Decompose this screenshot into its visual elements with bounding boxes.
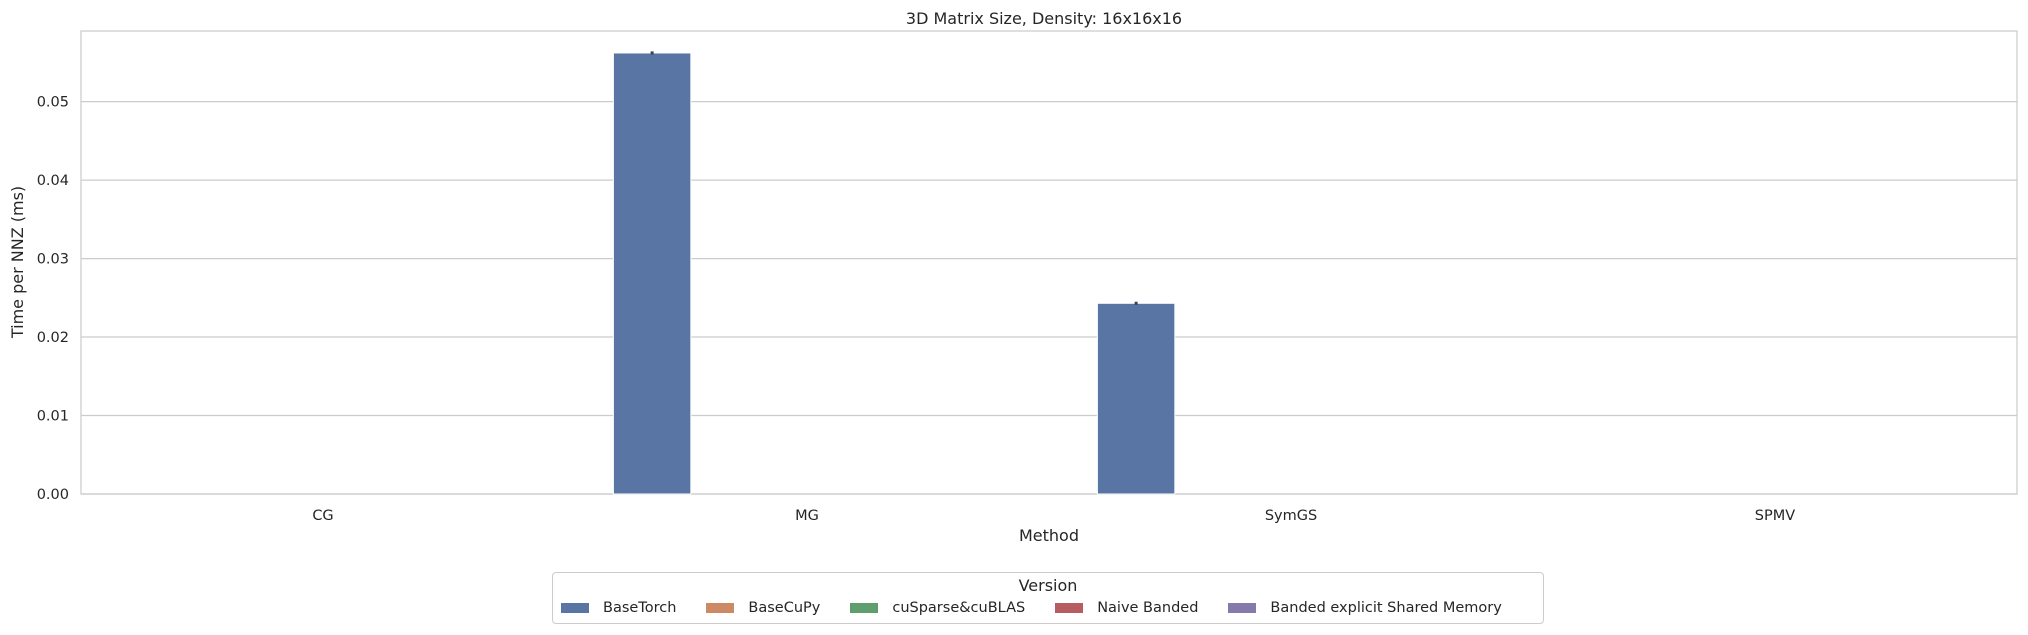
chart-title: 3D Matrix Size, Density: 16x16x16 xyxy=(906,9,1182,28)
y-tick-label: 0.02 xyxy=(37,330,69,346)
x-tick-label: CG xyxy=(312,508,333,524)
legend-label: cuSparse&cuBLAS xyxy=(892,600,1025,616)
y-tick-label: 0.00 xyxy=(37,487,69,503)
legend-swatch xyxy=(1228,603,1256,613)
legend-title: Version xyxy=(553,576,1543,595)
x-axis-label: Method xyxy=(1019,526,1079,545)
legend-entry: cuSparse&cuBLAS xyxy=(850,600,1025,616)
legend-label: Naive Banded xyxy=(1097,600,1198,616)
legend-entry: BaseTorch xyxy=(561,600,676,616)
legend-entries: BaseTorch BaseCuPy cuSparse&cuBLAS Naive Ba… xyxy=(561,600,1502,616)
legend-label: BaseCuPy xyxy=(748,600,820,616)
legend: Version BaseTorch BaseCuPy cuSparse&cuBLAS… xyxy=(552,572,1544,624)
x-tick-label: MG xyxy=(795,508,819,524)
y-tick-label: 0.05 xyxy=(37,95,69,111)
legend-label: BaseTorch xyxy=(603,600,676,616)
x-tick-label: SymGS xyxy=(1265,508,1317,524)
y-tick-label: 0.01 xyxy=(37,409,69,425)
y-ticks: 0.00 0.01 0.02 0.03 0.04 0.05 xyxy=(37,95,69,503)
legend-label: Banded explicit Shared Memory xyxy=(1270,600,1501,616)
y-axis-label: Time per NNZ (ms) xyxy=(8,186,27,339)
bar-basetorch-symgs xyxy=(1097,303,1174,494)
legend-entry: BaseCuPy xyxy=(706,600,820,616)
plot-area xyxy=(81,31,2017,494)
legend-swatch xyxy=(561,603,589,613)
legend-entry: Banded explicit Shared Memory xyxy=(1228,600,1501,616)
y-tick-label: 0.03 xyxy=(37,252,69,268)
x-ticks: CG MG SymGS SPMV xyxy=(312,508,1795,524)
legend-entry: Naive Banded xyxy=(1055,600,1198,616)
legend-swatch xyxy=(706,603,734,613)
bar-basetorch-mg xyxy=(613,53,690,494)
y-tick-label: 0.04 xyxy=(37,173,69,189)
legend-swatch xyxy=(1055,603,1083,613)
x-tick-label: SPMV xyxy=(1755,508,1795,524)
legend-swatch xyxy=(850,603,878,613)
